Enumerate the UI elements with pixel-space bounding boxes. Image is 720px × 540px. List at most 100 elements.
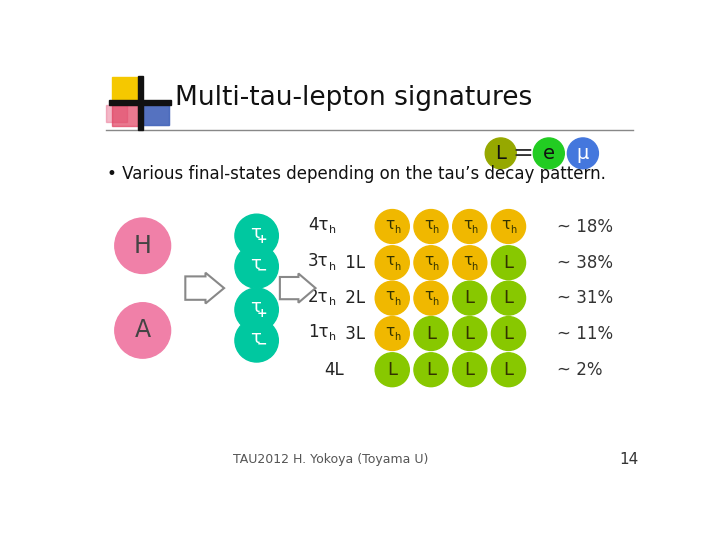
Circle shape (453, 246, 487, 280)
Circle shape (114, 303, 171, 358)
Bar (143, 103, 169, 125)
Circle shape (492, 246, 526, 280)
Circle shape (375, 246, 409, 280)
Text: 4τ: 4τ (308, 216, 329, 234)
Circle shape (453, 281, 487, 315)
Circle shape (414, 353, 448, 387)
Text: 1L: 1L (340, 254, 364, 272)
Text: τ: τ (250, 225, 261, 242)
Text: τ: τ (385, 253, 395, 268)
Bar (106, 105, 127, 122)
Text: τ: τ (385, 323, 395, 339)
Circle shape (414, 246, 448, 280)
Circle shape (235, 288, 279, 331)
Circle shape (375, 316, 409, 350)
Bar (112, 105, 138, 126)
Circle shape (492, 316, 526, 350)
Text: 2τ: 2τ (308, 288, 329, 306)
Text: L: L (387, 361, 397, 379)
Text: A: A (135, 319, 150, 342)
Text: h: h (433, 297, 438, 307)
Text: L: L (503, 325, 513, 342)
Circle shape (567, 138, 598, 168)
Text: e: e (543, 144, 555, 163)
Text: −: − (257, 264, 267, 277)
Text: • Various final-states depending on the tau’s decay pattern.: • Various final-states depending on the … (107, 165, 606, 183)
Text: h: h (329, 333, 336, 342)
Text: ~ 38%: ~ 38% (557, 254, 613, 272)
Text: L: L (426, 325, 436, 342)
Text: 4L: 4L (324, 361, 344, 379)
Circle shape (235, 319, 279, 362)
Circle shape (114, 218, 171, 273)
Text: τ: τ (250, 255, 261, 273)
Text: 3τ: 3τ (308, 252, 329, 270)
Polygon shape (280, 273, 315, 303)
Text: 1τ: 1τ (308, 323, 329, 341)
Text: L: L (464, 289, 474, 307)
Text: h: h (394, 333, 400, 342)
Text: τ: τ (385, 217, 395, 232)
Text: τ: τ (502, 217, 510, 232)
Text: ~ 11%: ~ 11% (557, 325, 613, 342)
Circle shape (414, 316, 448, 350)
Text: =: = (513, 141, 534, 165)
Text: TAU2012 H. Yokoya (Toyama U): TAU2012 H. Yokoya (Toyama U) (233, 453, 428, 465)
Text: L: L (503, 361, 513, 379)
Circle shape (375, 353, 409, 387)
Text: τ: τ (424, 253, 433, 268)
Text: h: h (329, 261, 336, 272)
Text: −: − (257, 338, 267, 351)
Circle shape (414, 281, 448, 315)
Text: τ: τ (463, 217, 472, 232)
Text: ~ 2%: ~ 2% (557, 361, 602, 379)
Text: τ: τ (424, 217, 433, 232)
Text: h: h (329, 225, 336, 235)
Text: L: L (495, 144, 506, 163)
Circle shape (235, 245, 279, 288)
Circle shape (453, 353, 487, 387)
Text: h: h (329, 297, 336, 307)
Text: h: h (433, 261, 438, 272)
Bar (138, 76, 143, 130)
Text: 2L: 2L (340, 289, 364, 307)
Circle shape (375, 281, 409, 315)
Text: L: L (464, 325, 474, 342)
Text: h: h (433, 225, 438, 235)
Circle shape (492, 353, 526, 387)
Circle shape (485, 138, 516, 168)
Circle shape (375, 210, 409, 244)
Circle shape (453, 210, 487, 244)
Text: τ: τ (250, 329, 261, 347)
Text: H: H (134, 234, 152, 258)
Text: τ: τ (424, 288, 433, 303)
Text: h: h (472, 225, 477, 235)
Circle shape (414, 210, 448, 244)
Circle shape (534, 138, 564, 168)
Circle shape (492, 281, 526, 315)
Text: ~ 31%: ~ 31% (557, 289, 613, 307)
Text: h: h (394, 297, 400, 307)
Text: Multi-tau-lepton signatures: Multi-tau-lepton signatures (175, 85, 533, 111)
Bar (109, 100, 171, 105)
Polygon shape (185, 273, 224, 303)
Circle shape (492, 210, 526, 244)
Text: L: L (426, 361, 436, 379)
Text: τ: τ (463, 253, 472, 268)
Text: +: + (257, 233, 267, 246)
Text: h: h (394, 261, 400, 272)
Bar (143, 103, 169, 125)
Text: h: h (394, 225, 400, 235)
Text: τ: τ (385, 288, 395, 303)
Bar (112, 77, 138, 99)
Circle shape (453, 316, 487, 350)
Text: +: + (257, 307, 267, 320)
Text: h: h (472, 261, 477, 272)
Text: μ: μ (577, 144, 589, 163)
Text: L: L (503, 254, 513, 272)
Circle shape (235, 214, 279, 257)
Text: τ: τ (250, 298, 261, 316)
Text: L: L (503, 289, 513, 307)
Text: 14: 14 (619, 451, 638, 467)
Text: h: h (510, 225, 516, 235)
